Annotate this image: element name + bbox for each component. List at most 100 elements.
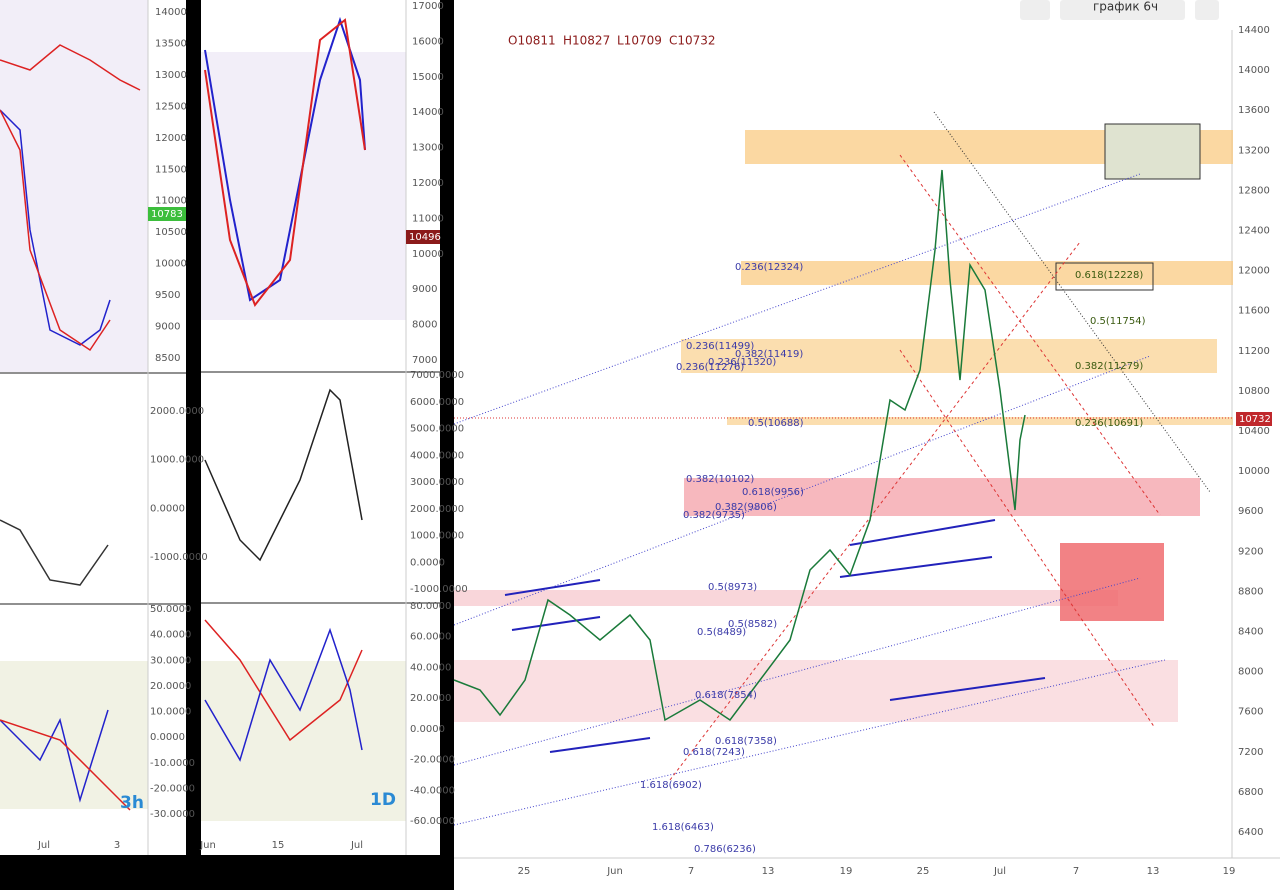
axis-label: 12500 [155,101,187,112]
axis-label: 9000 [412,284,437,295]
axis-label: 1000.0000 [150,455,204,466]
x-label: Jul [350,840,363,851]
axis-label: 9000 [155,322,180,333]
ohlc-value: C10732 [669,34,716,48]
axis-label: 7200 [1238,747,1263,758]
interval-label[interactable]: график 6ч [1093,0,1158,14]
axis-label: 11600 [1238,306,1270,317]
fib-label: 0.5(11754) [1090,316,1146,327]
axis-label: 10400 [1238,426,1270,437]
axis-label: 6000.0000 [410,397,464,408]
fib-label: 0.5(10688) [748,418,804,429]
axis-label: 12000 [1238,266,1270,277]
rsi-zone [0,661,148,809]
axis-label: 11500 [155,164,187,175]
axis-label: 4000.0000 [410,450,464,461]
axis-label: 14400 [1238,25,1270,36]
axis-label: -40.0000 [410,785,455,796]
x-label: 13 [762,866,775,877]
axis-label: -60.0000 [410,816,455,827]
x-label: Jul [37,840,50,851]
axis-label: 14000 [155,7,187,18]
axis-label: 3000.0000 [410,477,464,488]
timeframe-label: 3h [120,793,144,813]
axis-label: 13200 [1238,145,1270,156]
settings-button[interactable] [1195,0,1219,20]
fib-label: 0.618(7358) [715,736,777,747]
ohlc-value: H10827 [563,34,610,48]
axis-label: 50.0000 [150,604,191,615]
axis-label: 12800 [1238,185,1270,196]
axis-label: 11200 [1238,346,1270,357]
x-label: Jun [606,866,623,877]
timeframe-label: 1D [370,790,396,810]
price-pane [201,52,406,320]
axis-label: 9500 [155,290,180,301]
fib-label: 0.382(9806) [715,502,777,513]
axis-label: 10.0000 [150,707,191,718]
axis-label: 17000 [412,1,444,12]
axis-label: 40.0000 [410,662,451,673]
axis-label: 0.0000 [410,724,445,735]
axis-label: 8000 [1238,667,1263,678]
axis-label: 10800 [1238,386,1270,397]
x-label: 25 [917,866,930,877]
x-label: 13 [1147,866,1160,877]
x-label: 25 [518,866,531,877]
fib-label: 0.618(9956) [742,487,804,498]
interval-button[interactable] [1060,0,1185,20]
fib-label: 1.618(6902) [640,780,702,791]
price-tag [1236,412,1272,426]
fib-label: 1.618(6463) [652,822,714,833]
axis-label: 10000 [412,249,444,260]
axis-label: 0.0000 [150,503,185,514]
axis-label: 13000 [155,70,187,81]
axis-label: 8500 [155,353,180,364]
trend-lines [453,111,1232,826]
indicator-lines [0,16,366,811]
axis-label: 13500 [155,38,187,49]
ohlc-value: L10709 [617,34,662,48]
axis-label: 8800 [1238,586,1263,597]
price-tag [406,230,440,244]
price-tag-label: 10496 [409,232,441,243]
axis-label: 10500 [155,227,187,238]
axis-label: 15000 [412,72,444,83]
axis-label: 10000 [1238,466,1270,477]
fib-label: 0.382(11279) [1075,361,1143,372]
toolbar: график 6ч [1020,0,1219,20]
fib-label: 0.236(11499) [686,341,754,352]
price-tag-label: 10732 [1239,414,1271,425]
axis-label: 14000 [412,107,444,118]
axis-label: -1000.0000 [150,552,208,563]
axis-label: 9600 [1238,506,1263,517]
screenshot-button[interactable] [1020,0,1050,20]
axis-label: 40.0000 [150,630,191,641]
fib-label: 0.382(10102) [686,474,754,485]
pane-separators [0,0,1280,859]
fib-label: 0.236(12324) [735,262,803,273]
ohlc-value: O10811 [508,34,556,48]
axis-label: 12000 [412,178,444,189]
fib-label: 0.618(12228) [1075,270,1143,281]
x-label: 7 [1073,866,1079,877]
axis-label: 13600 [1238,105,1270,116]
axis-label: 14000 [1238,65,1270,76]
fib-label: 0.786(6236) [694,844,756,855]
fib-label: 0.236(11276) [676,362,744,373]
fib-label: 0.382(9735) [683,510,745,521]
axis-label: -20.0000 [150,783,195,794]
axis-label: 20.0000 [150,681,191,692]
price-tag-label: 10783 [151,209,183,220]
x-label: Jul [993,866,1006,877]
axis-label: 13000 [412,143,444,154]
axis-label: 30.0000 [150,655,191,666]
axis-label: -1000.0000 [410,584,468,595]
axis-label: 6800 [1238,787,1263,798]
fib-label: 0.5(8582) [728,619,777,630]
fib-label: 0.236(10691) [1075,418,1143,429]
axis-label: 7600 [1238,707,1263,718]
fib-label: 0.236(11320) [708,357,776,368]
axis-label: 9200 [1238,546,1263,557]
